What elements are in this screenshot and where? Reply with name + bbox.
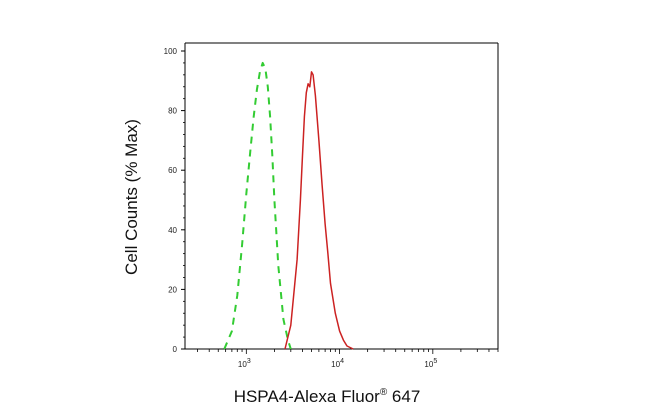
y-axis-title: Cell Counts (% Max) [122,119,141,275]
y-tick-label: 20 [168,285,177,294]
x-tick-labels: 103 104 105 [238,358,437,369]
series-layer [223,61,354,350]
y-tick-label: 80 [168,107,177,116]
registered-mark: ® [380,387,388,398]
x-tick-label: 105 [424,358,437,369]
x-axis-title: HSPA4-Alexa Fluor® 647 [234,387,421,406]
hspa4-histogram-line [284,71,354,350]
y-tick-label: 100 [164,47,178,56]
x-minor-ticks [197,349,499,354]
y-tick-labels: 0 20 40 60 80 100 [164,47,178,354]
y-tick-label: 60 [168,166,177,175]
y-tick-label: 0 [173,345,178,354]
control-histogram-line [223,61,292,350]
x-axis-title-suffix: 647 [387,387,420,406]
x-tick-label: 103 [238,358,251,369]
x-axis-title-main: HSPA4-Alexa Fluor [234,387,380,406]
x-tick-label: 104 [331,358,344,369]
y-tick-label: 40 [168,226,177,235]
y-minor-ticks [181,50,185,350]
plot-frame [184,42,499,350]
